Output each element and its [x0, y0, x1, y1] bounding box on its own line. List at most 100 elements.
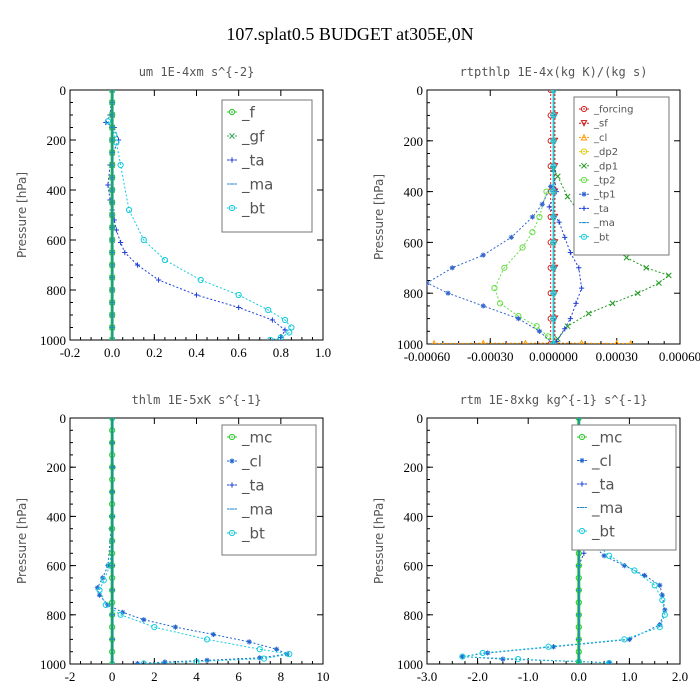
chart-panel-2: rtpthlp 1E-4x(kg K)/(kg s) Pressure [hPa]…	[372, 65, 700, 364]
data-point	[102, 601, 109, 609]
legend-label: _ma	[241, 500, 273, 519]
data-point	[514, 655, 522, 663]
data-point	[606, 552, 613, 559]
series-line	[493, 191, 554, 344]
data-point	[104, 118, 112, 125]
data-point	[496, 300, 504, 307]
data-point	[533, 323, 540, 330]
legend-label: _mc	[591, 428, 622, 447]
data-point	[545, 643, 552, 650]
data-point	[140, 660, 147, 664]
x-tick-label: -2.0	[467, 669, 488, 684]
data-point	[659, 596, 666, 604]
data-point	[109, 337, 116, 340]
data-point	[459, 654, 466, 660]
x-tick-label: -2	[65, 669, 76, 684]
data-point	[661, 611, 668, 618]
x-tick-label: 8	[278, 669, 285, 684]
data-point	[628, 339, 633, 344]
x-tick-label: 0.0	[104, 345, 120, 360]
legend: _mc _cl _ta _ma _bt	[571, 424, 677, 551]
x-tick-label: 1.0	[315, 345, 331, 360]
data-point	[659, 592, 665, 598]
legend-label: _tp2	[593, 176, 616, 187]
data-point	[210, 631, 216, 638]
chart-panel-3: thlm 1E-5xK s^{-1} Pressure [hPa] -2 0 2 4 6 8 1…	[15, 393, 330, 684]
x-tick-label: 4	[193, 669, 200, 684]
data-point	[288, 324, 295, 331]
legend-marker	[578, 433, 586, 441]
y-tick-label: 1000	[397, 337, 423, 352]
legend-marker	[580, 105, 588, 113]
data-point	[257, 655, 263, 661]
data-point	[585, 310, 592, 317]
data-point	[550, 137, 557, 144]
data-point	[96, 587, 103, 594]
panel-title: um 1E-4xm s^{-2}	[139, 65, 255, 79]
legend-marker	[580, 148, 588, 155]
data-point	[235, 291, 242, 299]
legend-label: _ta	[593, 204, 609, 215]
data-point	[109, 90, 116, 93]
data-point	[564, 193, 571, 200]
data-point	[134, 660, 141, 664]
y-tick-label: 800	[404, 608, 424, 623]
data-point	[172, 624, 179, 630]
series-cl	[431, 339, 633, 344]
data-point	[491, 285, 498, 292]
data-point	[665, 272, 672, 279]
y-tick-label: 1000	[397, 657, 423, 672]
data-point	[105, 182, 111, 188]
data-point	[621, 563, 627, 569]
data-point	[193, 658, 200, 664]
data-point	[508, 234, 514, 240]
y-tick-label: 0	[417, 411, 424, 426]
legend-label: _ta	[241, 151, 265, 170]
data-point	[500, 656, 506, 662]
legend-label: _cl	[241, 452, 262, 471]
legend-label: _ma	[241, 175, 273, 194]
y-axis-label: Pressure [hPa]	[372, 498, 386, 584]
y-tick-label: 600	[47, 559, 67, 574]
legend-box	[571, 424, 677, 551]
legend-marker	[580, 176, 588, 184]
data-point	[550, 163, 557, 170]
panel-title: rtm 1E-8xkg kg^{-1} s^{-1}	[460, 393, 648, 407]
series-line	[548, 171, 583, 342]
x-tick-label: 0.4	[188, 345, 205, 360]
data-point	[204, 657, 210, 663]
data-point	[193, 292, 200, 298]
data-point	[606, 659, 613, 664]
series-ma	[109, 418, 115, 664]
x-tick-label: 10	[317, 669, 330, 684]
legend-marker	[578, 527, 586, 535]
y-tick-label: 600	[47, 233, 67, 248]
data-point	[480, 252, 486, 258]
series-line	[553, 168, 670, 340]
legend-box	[573, 96, 670, 256]
y-tick-label: 0	[417, 83, 424, 98]
data-point	[631, 567, 638, 574]
x-tick-label: 0.00030	[596, 349, 638, 364]
data-point	[543, 188, 550, 195]
legend-label: _forcing	[593, 105, 634, 116]
data-point	[197, 276, 204, 284]
data-point	[125, 206, 133, 214]
data-point	[579, 339, 584, 344]
legend-marker	[581, 162, 587, 169]
chart-panels: um 1E-4xm s^{-2} Pressure [hPa] -0.2 0.0 0.2…	[15, 65, 700, 684]
legend-label: _bt	[241, 524, 265, 543]
y-tick-label: 200	[404, 134, 424, 149]
data-point	[550, 90, 557, 94]
legend-marker	[229, 482, 235, 488]
data-point	[601, 553, 607, 559]
plot-area	[103, 90, 295, 340]
data-point	[94, 585, 101, 591]
y-tick-label: 400	[404, 185, 424, 200]
data-point	[567, 316, 573, 322]
y-tick-label: 800	[47, 608, 67, 623]
series-tp1	[427, 183, 557, 344]
data-point	[536, 213, 543, 221]
x-tick-label: 1.0	[621, 669, 637, 684]
legend-label: _cl	[591, 452, 612, 471]
